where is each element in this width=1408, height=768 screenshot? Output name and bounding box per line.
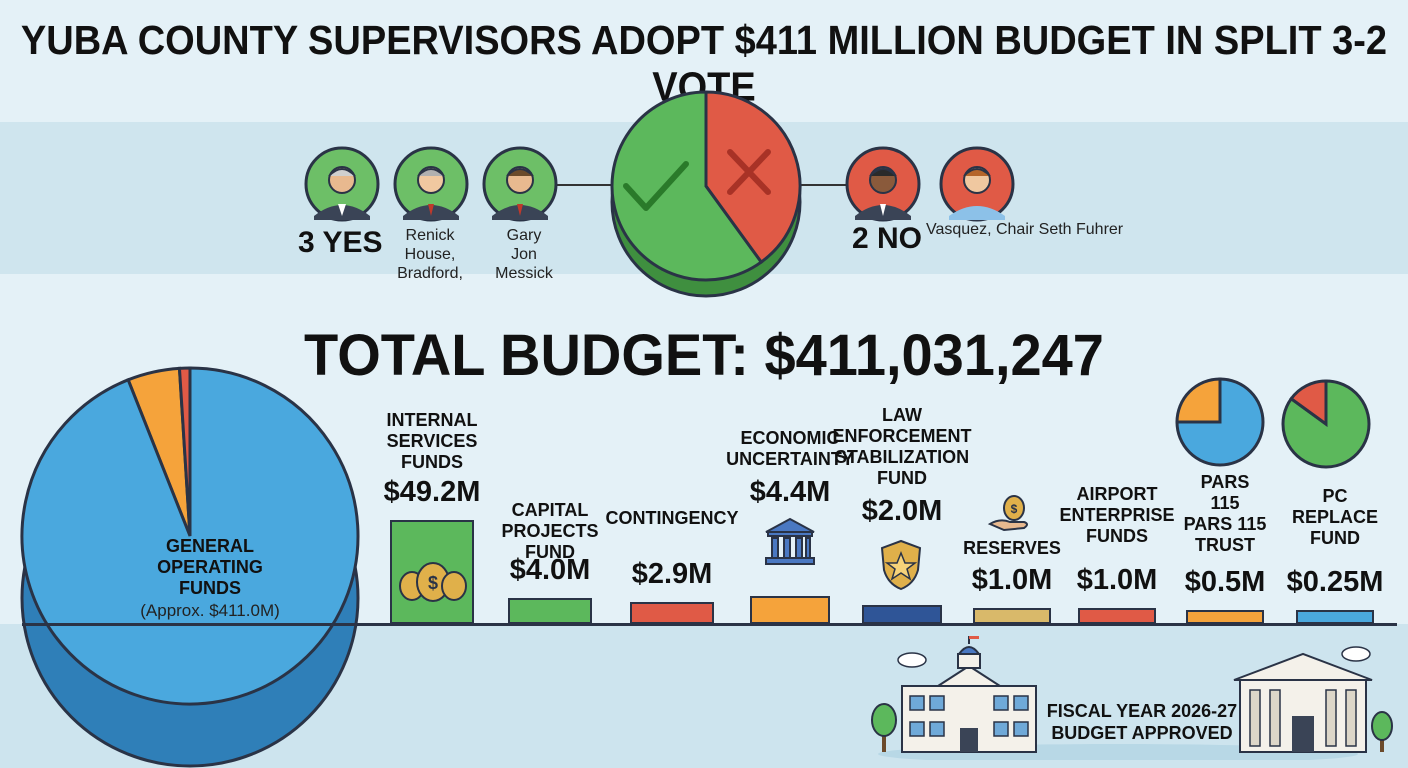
bar [630, 601, 714, 624]
general-fund-label-line: OPERATING [157, 557, 263, 577]
no-avatars [845, 146, 1015, 222]
fiscal-year-line: FISCAL YEAR 2026-27 [1046, 701, 1238, 721]
yes-name: Bradford, [397, 265, 463, 282]
bar-value-label: $2.0M [861, 495, 943, 527]
police-badge-icon [880, 539, 922, 591]
bar-value-label: $1.0M [1076, 564, 1158, 597]
no-names: Vasquez, Chair Seth Fuhrer [926, 221, 1124, 238]
tree-icon [1371, 711, 1393, 752]
yes-connector [552, 184, 612, 186]
fiscal-year-caption: FISCAL YEAR 2026-27 BUDGET APPROVED [1044, 700, 1240, 744]
total-budget: TOTAL BUDGET: $411,031,247 [304, 321, 1104, 388]
svg-text:$: $ [1011, 502, 1018, 516]
pie-slice [1289, 379, 1328, 427]
bar-category-label: ECONOMIC UNCERTAINTY [726, 428, 854, 469]
bar-category-label: RESERVES [963, 538, 1061, 558]
general-fund-pie [20, 366, 360, 768]
svg-text:$: $ [428, 573, 438, 593]
general-fund-label: GENERAL OPERATING FUNDS (Approx. $411.0M… [110, 536, 310, 623]
budget-approved-line: BUDGET APPROVED [1051, 723, 1233, 743]
vote-pie-chart [610, 90, 802, 298]
pie-slice [20, 366, 360, 706]
bar [1186, 610, 1264, 624]
avatar [393, 146, 469, 222]
cloud-icon [897, 652, 927, 668]
pie-slice [1175, 377, 1222, 424]
bar-category-label: LAW ENFORCEMENT STABILIZATION FUND [832, 405, 972, 488]
yes-names-left: Renick House, Bradford, [380, 226, 480, 283]
yes-name: Jon Messick [495, 246, 553, 282]
buildings-illustration [871, 636, 1393, 760]
bar-category-label: AIRPORT ENTERPRISE FUNDS [1059, 484, 1175, 546]
general-fund-value: (Approx. $411.0M) [140, 601, 280, 620]
pc-replace-pie [1281, 379, 1371, 469]
general-fund-label-line: FUNDS [179, 578, 241, 598]
bar-value-label: $4.0M [509, 553, 591, 586]
checkmark-icon [623, 161, 689, 211]
yes-name: Gary [506, 227, 542, 244]
avatar [939, 146, 1015, 222]
bar [508, 597, 592, 624]
yes-name: Renick House, [404, 227, 456, 263]
bar-value-label: $0.5M [1184, 566, 1266, 598]
bar [1296, 610, 1374, 624]
bar [862, 604, 942, 624]
yes-names-right: Gary Jon Messick [482, 226, 566, 283]
avatar [482, 146, 558, 222]
bar-category-label: PC REPLACE FUND [1291, 486, 1378, 548]
courthouse-building-icon [1233, 652, 1373, 753]
bar [750, 596, 830, 624]
cloud-icon [1341, 646, 1371, 662]
avatar [304, 146, 380, 222]
no-count-label: 2 NO [852, 222, 923, 255]
bar-category-label: INTERNAL SERVICES FUNDS [386, 410, 478, 472]
avatar [845, 146, 921, 222]
bar-category-label: PARS 115 PARS 115 TRUST [1183, 472, 1267, 555]
bar-category-label: CONTINGENCY [605, 508, 739, 528]
bar-value-label: $4.4M [749, 476, 831, 508]
capitol-building-icon [901, 636, 1037, 753]
yes-count-label: 3 YES [298, 226, 383, 259]
x-mark-icon [727, 149, 771, 195]
headline: YUBA COUNTY SUPERVISORS ADOPT $411 MILLI… [20, 18, 1388, 111]
pie-slice [1175, 377, 1265, 467]
money-hand-icon: $ [987, 495, 1028, 532]
tree-icon [871, 703, 897, 752]
no-connector [800, 184, 852, 186]
bar [973, 608, 1051, 624]
bar-category-label: CAPITAL PROJECTS FUND [501, 500, 599, 562]
money-bags-icon: $ [399, 562, 467, 602]
bar-value-label: $49.2M [383, 476, 481, 508]
bar-value-label: $2.9M [631, 557, 713, 590]
yes-slice [610, 90, 764, 282]
general-fund-label-line: GENERAL [165, 536, 254, 556]
pars-trust-pie [1175, 377, 1265, 467]
chart-baseline [22, 623, 1397, 626]
bar-value-label: $1.0M [971, 564, 1053, 597]
bar [1078, 608, 1156, 624]
yes-avatars [304, 146, 558, 222]
bar-value-label: $0.25M [1286, 566, 1384, 598]
bank-building-icon [765, 517, 815, 565]
